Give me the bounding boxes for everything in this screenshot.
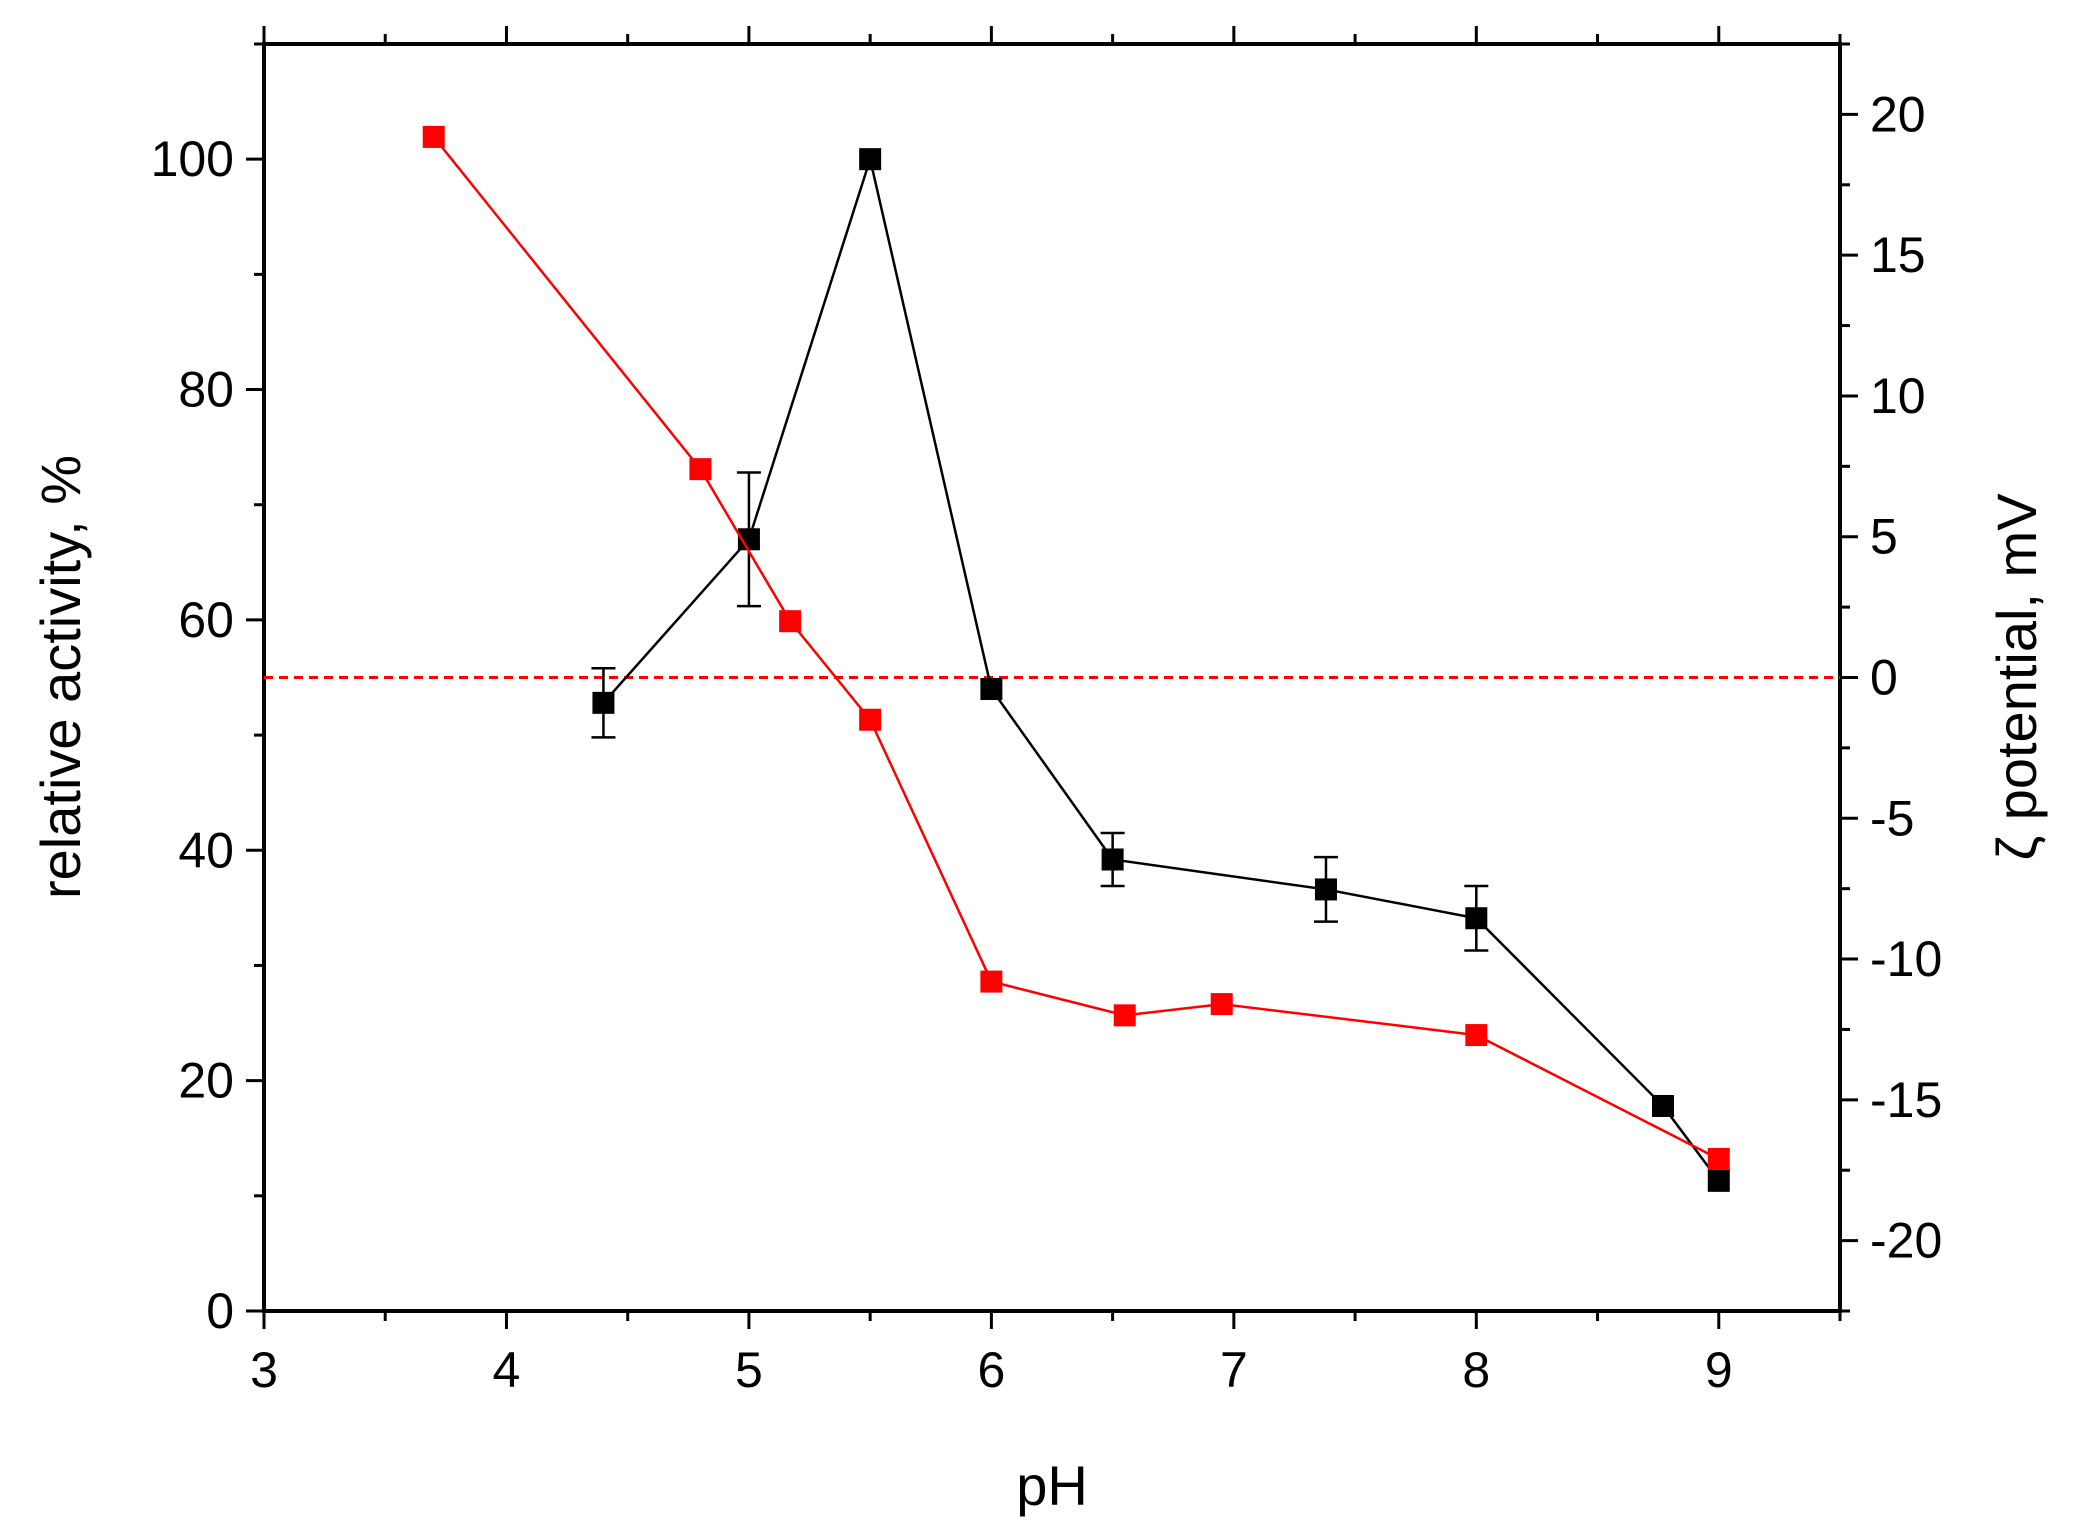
x-tick-label: 5 <box>735 1342 763 1398</box>
x-tick-label: 8 <box>1462 1342 1490 1398</box>
axis-ticks <box>246 26 1858 1329</box>
zeta-potential-series <box>422 125 1730 1170</box>
data-point-marker <box>1465 1024 1488 1047</box>
data-point-marker <box>1101 848 1124 871</box>
tick-labels: 3 4 5 6 7 8 9 0 20 40 60 80 100 -20 -15 -10 -5 0 5 10 15 20 <box>151 86 1943 1398</box>
left-y-axis-title: relative activity, % <box>29 455 92 899</box>
data-point-marker <box>1113 1004 1136 1027</box>
data-point-marker <box>859 708 882 731</box>
x-axis-title: pH <box>1016 1454 1088 1517</box>
data-point-marker <box>592 691 615 714</box>
y-right-tick-label: -5 <box>1870 790 1914 846</box>
relative-activity-series <box>591 148 1730 1192</box>
data-point-marker <box>980 678 1003 701</box>
data-series <box>422 125 1730 1192</box>
y-left-tick-label: 80 <box>178 362 234 418</box>
data-point-marker <box>689 458 712 481</box>
y-left-tick-label: 60 <box>178 592 234 648</box>
y-right-tick-label: 0 <box>1870 650 1898 706</box>
data-point-marker <box>1314 878 1337 901</box>
data-point-marker <box>1707 1169 1730 1192</box>
x-tick-label: 3 <box>250 1342 278 1398</box>
y-left-tick-label: 100 <box>151 131 234 187</box>
x-tick-label: 6 <box>977 1342 1005 1398</box>
y-left-tick-label: 0 <box>206 1283 234 1339</box>
y-right-tick-label: 5 <box>1870 509 1898 565</box>
data-point-marker <box>737 528 760 551</box>
y-right-tick-label: 15 <box>1870 227 1926 283</box>
y-right-tick-label: -10 <box>1870 931 1942 987</box>
y-right-tick-label: 10 <box>1870 368 1926 424</box>
data-point-marker <box>779 610 802 633</box>
data-point-marker <box>859 148 882 171</box>
data-point-marker <box>1465 907 1488 930</box>
y-right-tick-label: -20 <box>1870 1213 1942 1269</box>
y-right-tick-label: 20 <box>1870 86 1926 142</box>
y-left-tick-label: 20 <box>178 1053 234 1109</box>
x-tick-label: 7 <box>1220 1342 1248 1398</box>
data-point-marker <box>980 970 1003 993</box>
right-y-axis-title: ζ potential, mV <box>1985 493 2048 861</box>
data-point-marker <box>422 125 445 148</box>
data-point-marker <box>1707 1147 1730 1170</box>
x-tick-label: 9 <box>1705 1342 1733 1398</box>
y-right-tick-label: -15 <box>1870 1072 1942 1128</box>
x-tick-label: 4 <box>493 1342 521 1398</box>
data-point-marker <box>1210 993 1233 1016</box>
y-left-tick-label: 40 <box>178 822 234 878</box>
data-point-marker <box>1652 1094 1675 1117</box>
